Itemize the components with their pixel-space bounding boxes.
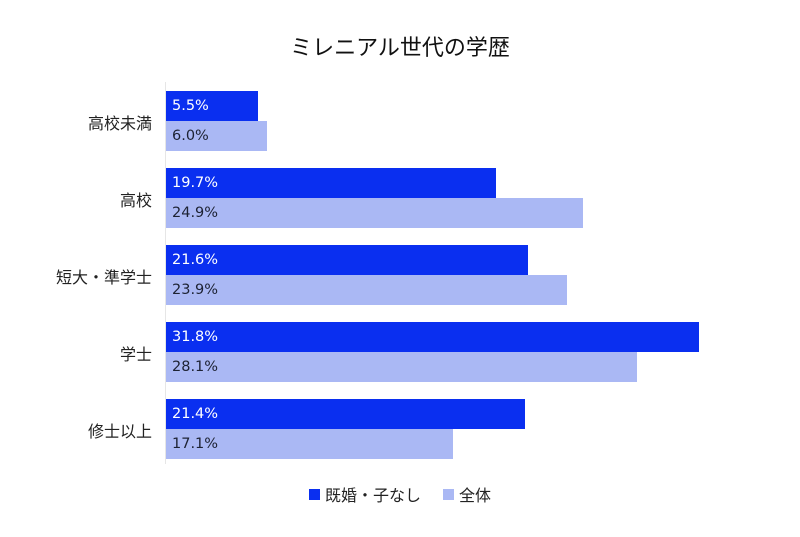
category-label: 修士以上 xyxy=(87,422,152,441)
legend-swatch-icon xyxy=(308,488,320,500)
bar-series-1: 31.8% xyxy=(166,322,699,352)
bar-series-1: 21.4% xyxy=(166,399,525,429)
legend-item-series-1: 既婚・子なし xyxy=(308,482,421,506)
bar-series-2: 6.0% xyxy=(166,121,267,151)
legend-label: 全体 xyxy=(459,486,492,505)
bar-series-2: 23.9% xyxy=(166,275,567,305)
category-label: 高校 xyxy=(119,191,152,210)
bar-series-1: 21.6% xyxy=(166,245,529,275)
category-label: 高校未満 xyxy=(87,114,152,133)
chart-title: ミレニアル世代の学歴 xyxy=(290,36,510,61)
bar-series-1: 5.5% xyxy=(166,91,259,121)
category-label: 学士 xyxy=(119,345,152,364)
bar-series-2: 24.9% xyxy=(166,198,584,228)
legend-item-series-2: 全体 xyxy=(443,482,491,506)
bar-series-2: 28.1% xyxy=(166,352,637,382)
bar-series-1: 19.7% xyxy=(166,168,497,198)
legend: 既婚・子なし 全体 xyxy=(0,482,800,506)
bar-series-2: 17.1% xyxy=(166,429,453,459)
y-axis-line xyxy=(165,82,166,464)
legend-label: 既婚・子なし xyxy=(324,486,421,505)
category-label: 短大・準学士 xyxy=(55,268,152,287)
legend-swatch-icon xyxy=(443,488,454,500)
